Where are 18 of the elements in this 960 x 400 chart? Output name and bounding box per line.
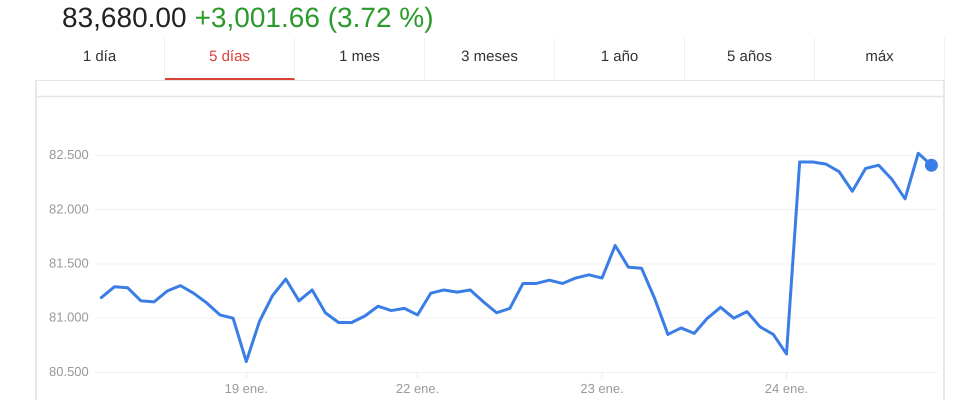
x-tick-label: 19 ene. xyxy=(224,380,268,396)
x-tick-label: 23 ene. xyxy=(580,380,624,396)
y-tick-label: 81.500 xyxy=(48,256,89,271)
x-tick-label: 22 ene. xyxy=(396,380,440,396)
text: 5 años xyxy=(685,38,815,80)
text: 1 día xyxy=(35,38,165,80)
y-tick-label: 82.500 xyxy=(48,147,89,162)
text: 1 mes xyxy=(295,38,425,80)
text: 3 meses xyxy=(425,38,555,80)
text: 1 año xyxy=(555,38,685,80)
x-tick-label: 24 ene. xyxy=(764,380,808,396)
text: máx xyxy=(815,38,945,80)
chart-title: 83,680.00 xyxy=(62,2,187,33)
chart-subtitle: +3,001.66 (3.72 %) xyxy=(194,2,434,33)
y-tick-label: 80.500 xyxy=(48,364,89,379)
text: 5 días xyxy=(165,38,295,80)
y-tick-label: 82.000 xyxy=(48,201,89,216)
y-tick-label: 81.000 xyxy=(48,310,89,325)
